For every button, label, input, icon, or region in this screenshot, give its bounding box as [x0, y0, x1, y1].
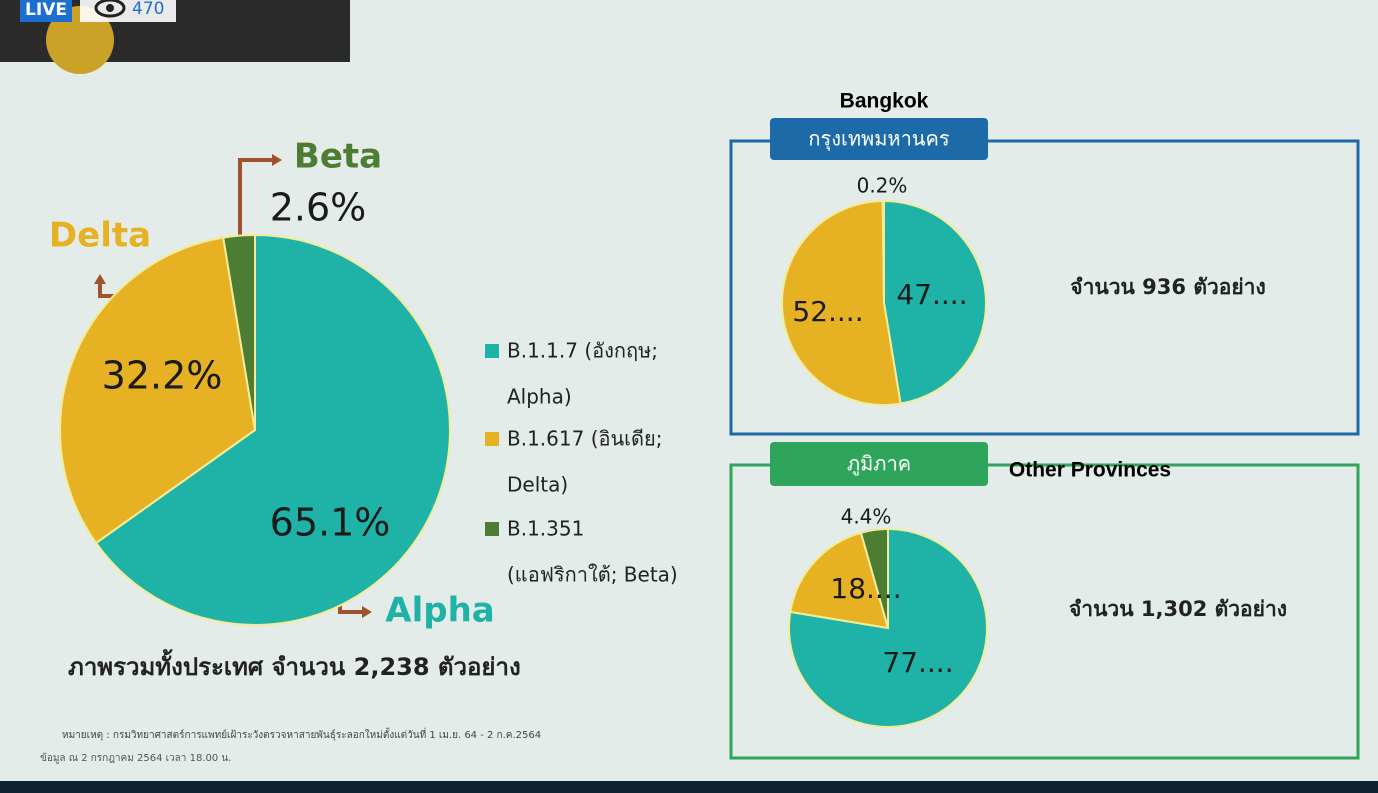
legend-swatch: [485, 344, 499, 358]
eye-pupil: [106, 4, 114, 12]
pie-slice: [781, 199, 902, 406]
provinces-title: Other Provinces: [1009, 459, 1171, 482]
data-label: 32.2%: [102, 354, 223, 398]
data-label: 18....: [830, 572, 901, 605]
footnote: ข้อมูล ณ 2 กรกฎาคม 2564 เวลา 18.00 น.: [40, 752, 231, 764]
live-label: LIVE: [25, 0, 67, 20]
pie-slice: [94, 233, 451, 626]
pie-slice: [859, 527, 889, 629]
legend-swatch: [485, 522, 499, 536]
bottom-bar: [0, 781, 1378, 793]
pie-slice: [789, 531, 890, 630]
legend-label: B.1.617 (อินเดีย;: [507, 427, 662, 451]
bangkok-box: [729, 139, 1360, 436]
legend-label: (แอฟริกาใต้; Beta): [507, 563, 678, 587]
provinces-box: [729, 463, 1360, 760]
live-tag: [20, 0, 72, 22]
beta-arrow: [238, 158, 272, 238]
data-label: 47....: [896, 278, 967, 311]
pie-slice: [883, 199, 987, 405]
provinces-tab: [770, 442, 988, 486]
pie-slice: [881, 199, 885, 304]
viewer-count: 470: [132, 0, 164, 19]
data-label: 4.4%: [841, 505, 892, 529]
legend-label: B.1.1.7 (อังกฤษ;: [507, 339, 658, 363]
pie-slice: [59, 236, 257, 545]
data-label: 0.2%: [857, 174, 908, 198]
footnote: หมายเหตุ : กรมวิทยาศาสตร์การแพทย์เฝ้าระว…: [62, 727, 541, 741]
beta-arrow-head: [272, 154, 282, 166]
bangkok-subtitle: กรุงเทพมหานคร: [808, 127, 949, 152]
data-label: 65.1%: [270, 501, 391, 545]
data-label: 52....: [792, 295, 863, 328]
data-label: 2.6%: [270, 186, 367, 230]
delta-arrow-head: [94, 274, 106, 284]
legend-label: Delta): [507, 473, 568, 497]
logo: [46, 6, 114, 74]
provinces-subtitle: ภูมิภาค: [847, 452, 911, 477]
bangkok-tab: [770, 118, 988, 160]
bangkok-caption: จำนวน 936 ตัวอย่าง: [1070, 275, 1265, 299]
legend-label: B.1.351: [507, 517, 584, 541]
eye-icon: [94, 0, 126, 18]
bangkok-title: Bangkok: [840, 90, 929, 113]
category-label: Beta: [294, 137, 382, 177]
main-caption: ภาพรวมทั้งประเทศ จำนวน 2,238 ตัวอย่าง: [68, 648, 521, 681]
alpha-arrow-head: [362, 606, 372, 618]
category-label: Alpha: [385, 591, 494, 631]
provinces-caption: จำนวน 1,302 ตัวอย่าง: [1069, 597, 1287, 621]
data-label: 77....: [882, 646, 953, 679]
legend-label: Alpha): [507, 385, 572, 409]
pie-slice: [222, 233, 256, 431]
category-label: Delta: [49, 216, 151, 256]
legend-swatch: [485, 432, 499, 446]
